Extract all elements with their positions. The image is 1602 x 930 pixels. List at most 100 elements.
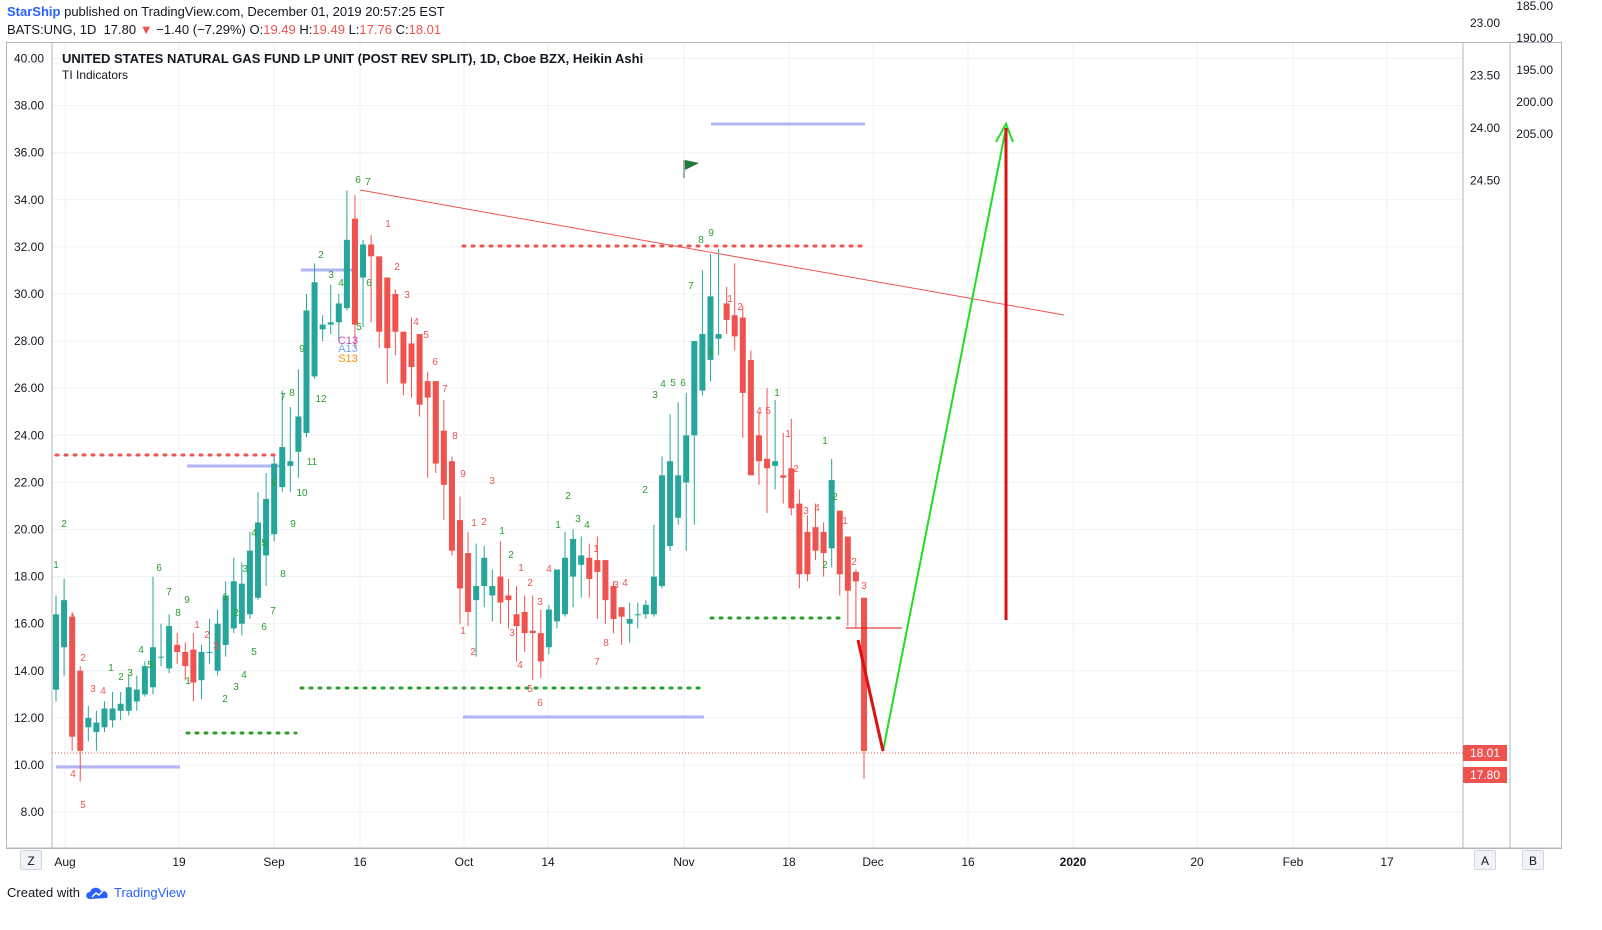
high-value: 19.49 bbox=[312, 22, 345, 37]
count-label: 2 bbox=[233, 608, 239, 619]
candle-body bbox=[77, 670, 84, 751]
price-label-bg bbox=[1463, 767, 1507, 783]
auto-scale-button[interactable]: A bbox=[1474, 850, 1496, 870]
annotation-label: C13 bbox=[338, 335, 358, 347]
candle-body bbox=[828, 480, 835, 549]
flag-icon bbox=[685, 160, 699, 170]
candle-body bbox=[255, 522, 261, 598]
count-label: 2 bbox=[851, 557, 857, 568]
candle-body bbox=[109, 708, 116, 721]
y-tick-label: 22.00 bbox=[14, 475, 44, 489]
count-label: 2 bbox=[394, 262, 400, 273]
y-axis-right-inner: 24.5024.0023.5023.0022.5022.0021.5021.00… bbox=[1470, 16, 1500, 187]
y-tick-label: 12.00 bbox=[14, 711, 44, 725]
x-tick-label: Nov bbox=[673, 855, 694, 869]
candle-body bbox=[521, 611, 528, 634]
candle-body bbox=[408, 343, 415, 368]
author-name[interactable]: StarShip bbox=[7, 4, 61, 19]
count-label: 3 bbox=[242, 564, 248, 575]
count-label: 5 bbox=[80, 800, 86, 811]
candle-body bbox=[683, 435, 690, 483]
drop-leg bbox=[856, 639, 885, 752]
tradingview-link[interactable]: TradingView bbox=[113, 885, 186, 900]
count-label: 2 bbox=[508, 550, 514, 561]
count-label: 6 bbox=[156, 563, 162, 574]
y-tick-label: 23.00 bbox=[1470, 16, 1500, 30]
count-label: 4 bbox=[584, 520, 590, 531]
count-label: 1 bbox=[727, 294, 733, 305]
x-tick-label: 16 bbox=[353, 855, 367, 869]
count-label: 3 bbox=[489, 476, 495, 487]
candle-body bbox=[432, 381, 439, 464]
x-tick-label: Oct bbox=[455, 855, 474, 869]
count-label: 1 bbox=[185, 676, 191, 687]
candle-body bbox=[650, 576, 657, 615]
x-tick-label: 17 bbox=[1380, 855, 1394, 869]
candles bbox=[53, 190, 867, 782]
count-label: 5 bbox=[356, 322, 362, 333]
count-label: 1 bbox=[518, 563, 524, 574]
candle-body bbox=[190, 649, 197, 683]
y-tick-label: 8.00 bbox=[21, 805, 45, 819]
count-label: 10 bbox=[296, 488, 308, 499]
candle-body bbox=[764, 458, 771, 469]
candle-body bbox=[246, 550, 253, 615]
candle-body bbox=[424, 381, 431, 398]
count-label: 4 bbox=[138, 645, 144, 656]
candle-body bbox=[149, 647, 156, 688]
count-label: 5 bbox=[423, 330, 429, 341]
count-label: 6 bbox=[355, 175, 361, 186]
count-label: 1 bbox=[471, 518, 477, 529]
y-tick-label: 195.00 bbox=[1516, 63, 1553, 77]
count-label: 8 bbox=[603, 638, 609, 649]
count-label: 4 bbox=[756, 406, 762, 417]
count-label: 6 bbox=[366, 278, 372, 289]
candle-body bbox=[489, 586, 496, 596]
high-label: H: bbox=[299, 22, 313, 37]
candle-body bbox=[739, 317, 746, 393]
x-tick-label: 20 bbox=[1190, 855, 1204, 869]
candle-body bbox=[780, 475, 787, 478]
count-label: 7 bbox=[280, 392, 286, 403]
candle-body bbox=[416, 334, 423, 405]
candle-body bbox=[610, 586, 617, 619]
x-tick-label: 19 bbox=[172, 855, 186, 869]
count-label: 6 bbox=[432, 357, 438, 368]
candle-body bbox=[772, 461, 779, 466]
count-label: 5 bbox=[251, 647, 257, 658]
price-labels: 18.01 17.80 bbox=[1463, 745, 1507, 783]
published-text: published on TradingView.com, December 0… bbox=[64, 4, 445, 19]
y-tick-label: 190.00 bbox=[1516, 31, 1553, 45]
indicators-label[interactable]: TI Indicators bbox=[62, 68, 129, 82]
candle-body bbox=[182, 651, 189, 667]
candle-body bbox=[206, 651, 213, 653]
count-label: 8 bbox=[698, 235, 704, 246]
timezone-button[interactable]: Z bbox=[20, 850, 42, 870]
candle-body bbox=[594, 560, 601, 572]
candle-body bbox=[343, 239, 350, 309]
count-label: 2 bbox=[118, 672, 124, 683]
candle-body bbox=[384, 277, 391, 349]
low-label: L: bbox=[348, 22, 360, 37]
y-tick-label: 38.00 bbox=[14, 99, 44, 113]
open-value: 19.49 bbox=[263, 22, 296, 37]
b-button[interactable]: B bbox=[1522, 850, 1544, 870]
count-label: 8 bbox=[175, 608, 181, 619]
candle-body bbox=[570, 538, 577, 577]
count-label: 7 bbox=[442, 384, 448, 395]
candle-body bbox=[327, 322, 334, 325]
count-label: 2 bbox=[470, 647, 476, 658]
footer: Created with TradingView bbox=[7, 885, 186, 900]
candle-body bbox=[101, 708, 108, 728]
candle-body bbox=[263, 498, 270, 556]
y-tick-label: 18.00 bbox=[14, 570, 44, 584]
candle-body bbox=[279, 447, 286, 488]
count-label: 4 bbox=[338, 278, 344, 289]
candle-body bbox=[85, 717, 92, 728]
candle-body bbox=[586, 557, 593, 579]
count-label: 5 bbox=[765, 406, 771, 417]
count-label: 9 bbox=[184, 595, 190, 606]
count-label: 1 bbox=[53, 560, 59, 571]
candle-body bbox=[634, 614, 641, 616]
